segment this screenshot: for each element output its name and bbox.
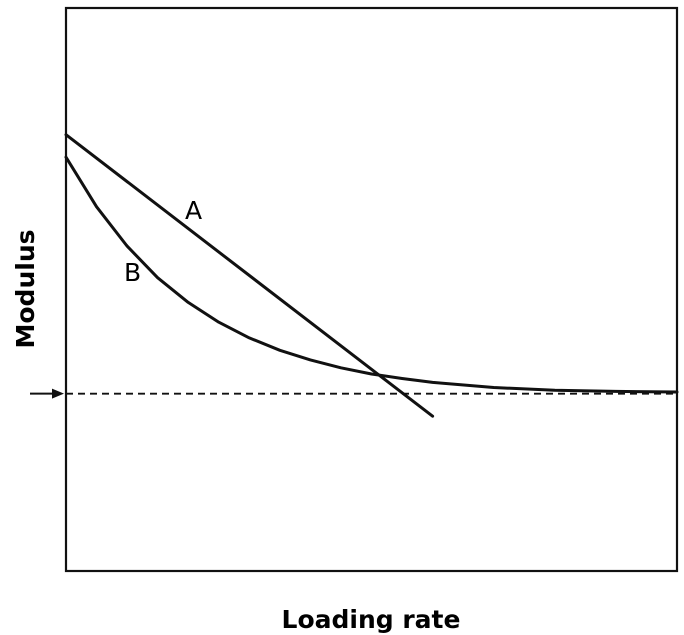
curve-a-label: A <box>185 196 202 225</box>
plot-frame <box>64 6 679 573</box>
x-axis-title: Loading rate <box>282 605 461 634</box>
asymptote-arrow <box>30 388 64 399</box>
series-layer <box>64 133 679 418</box>
curve-b-line <box>64 155 679 394</box>
curve-a-line <box>64 133 435 418</box>
curve-b-label: B <box>124 258 141 287</box>
marker-layer <box>30 388 64 399</box>
y-axis-title: Modulus <box>11 230 40 349</box>
